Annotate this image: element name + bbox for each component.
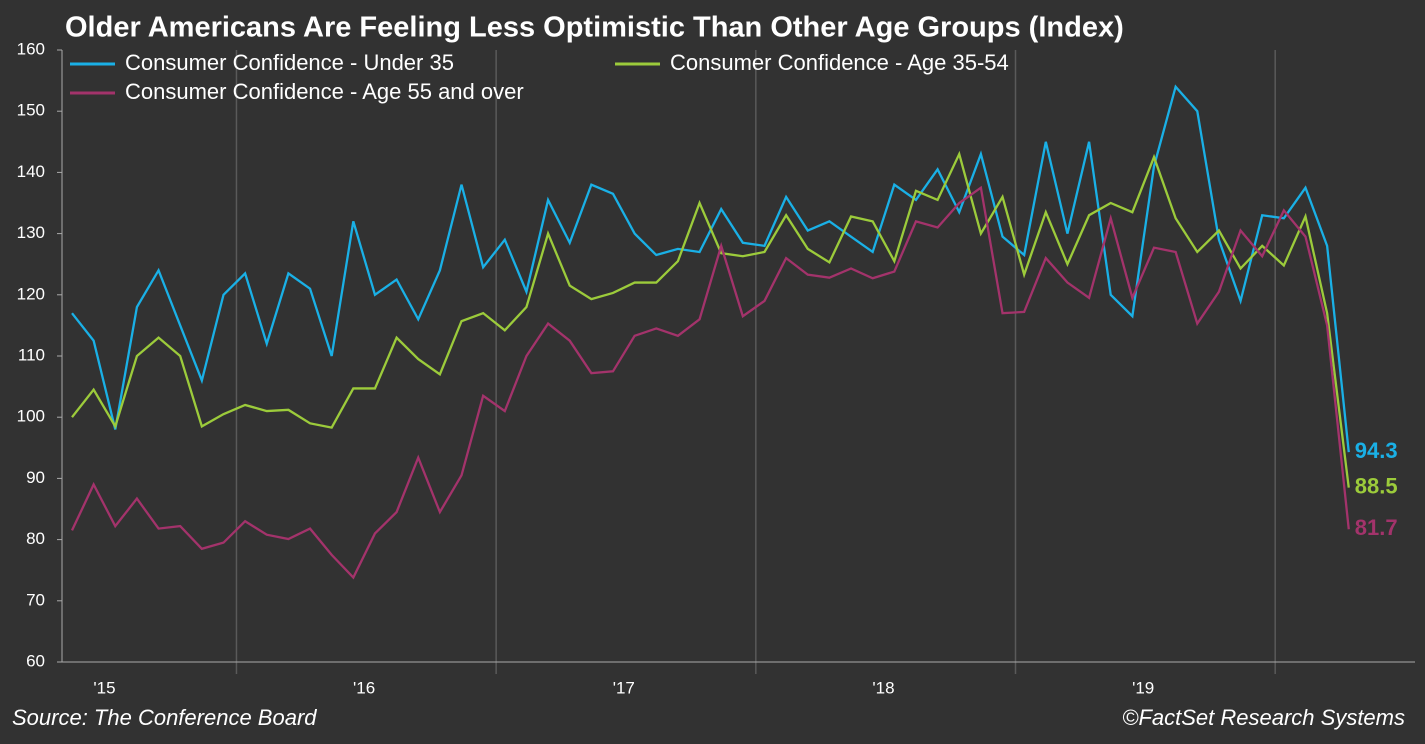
x-tick-label: '19 <box>1132 678 1154 697</box>
x-tick-label: '15 <box>93 678 115 697</box>
y-tick-label: 110 <box>18 345 45 364</box>
legend-label: Consumer Confidence - Age 55 and over <box>125 79 524 104</box>
y-tick-label: 70 <box>26 590 45 609</box>
series-line <box>70 185 1350 580</box>
y-tick-label: 120 <box>17 284 45 303</box>
y-tick-label: 140 <box>17 162 45 181</box>
y-tick-label: 90 <box>26 468 45 487</box>
series-line <box>71 150 1350 488</box>
y-tick-label: 130 <box>17 223 45 242</box>
y-tick-label: 60 <box>26 651 45 670</box>
chart-title: Older Americans Are Feeling Less Optimis… <box>65 12 1124 44</box>
x-tick-label: '18 <box>872 678 894 697</box>
end-label: 88.5 <box>1355 473 1398 498</box>
legend-label: Consumer Confidence - Age 35-54 <box>670 50 1009 75</box>
legend-label: Consumer Confidence - Under 35 <box>125 50 454 75</box>
y-tick-label: 150 <box>17 101 45 120</box>
y-tick-label: 160 <box>17 39 45 58</box>
x-tick-label: '16 <box>353 678 375 697</box>
x-tick-label: '17 <box>613 678 635 697</box>
series-line <box>71 84 1350 453</box>
y-tick-label: 100 <box>17 407 45 426</box>
source: Source: The Conference Board <box>12 705 317 730</box>
end-label: 81.7 <box>1355 515 1398 540</box>
y-tick-label: 80 <box>26 529 45 548</box>
credit: ©FactSet Research Systems <box>1122 705 1405 730</box>
end-label: 94.3 <box>1355 438 1398 463</box>
